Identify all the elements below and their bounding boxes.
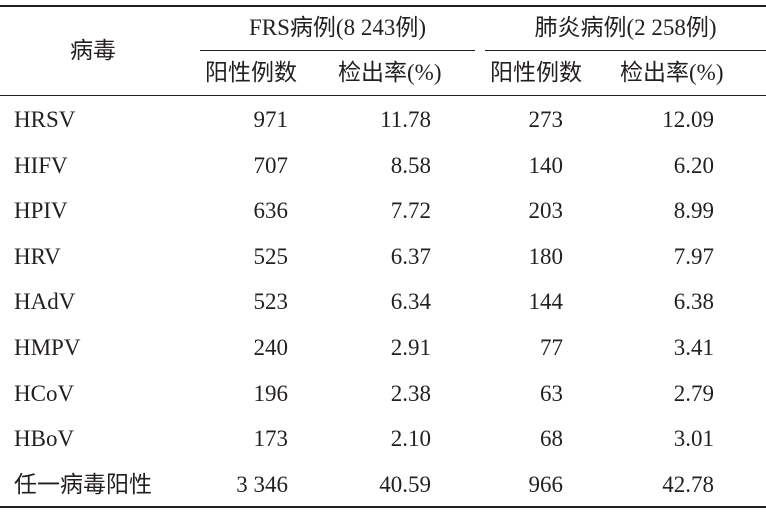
value-cell: 971 <box>253 107 289 132</box>
virus-name-cell: HCoV <box>14 380 75 406</box>
value-cell: 144 <box>528 289 564 315</box>
value-cell: 173 <box>253 426 289 452</box>
group-rule-pneumonia <box>485 50 766 51</box>
value-cell: 140 <box>528 152 564 178</box>
value-cell: 2.79 <box>673 380 714 406</box>
header-bottom-rule <box>0 95 766 96</box>
value-cell: 6.37 <box>390 243 431 269</box>
value-cell: 6.34 <box>390 289 431 315</box>
virus-name-cell: HRV <box>14 243 61 269</box>
virus-name-cell: HMPV <box>14 335 81 360</box>
value-cell: 42.78 <box>662 471 714 497</box>
value-cell: 240 <box>253 335 289 360</box>
value-cell: 7.97 <box>673 243 714 269</box>
value-cell: 11.78 <box>380 107 431 132</box>
value-cell: 77 <box>540 335 563 360</box>
value-cell: 68 <box>540 426 563 452</box>
value-cell: 966 <box>528 471 564 497</box>
value-cell: 6.20 <box>673 152 714 178</box>
value-cell: 6.38 <box>673 289 714 315</box>
virus-column-header: 病毒 <box>70 38 116 63</box>
virus-name-cell: HIFV <box>14 152 68 178</box>
value-cell: 63 <box>540 380 563 406</box>
value-cell: 636 <box>253 198 289 224</box>
value-cell: 2.10 <box>390 426 431 452</box>
value-cell: 3.41 <box>673 335 714 360</box>
value-cell: 12.09 <box>662 107 714 132</box>
value-cell: 8.99 <box>673 198 714 224</box>
col-header-pn-positive: 阳性例数 <box>490 60 582 85</box>
virus-name-cell: HAdV <box>14 289 76 315</box>
virus-name-cell: 任一病毒阳性 <box>14 471 152 497</box>
value-cell: 2.91 <box>390 335 431 360</box>
group-rule-frs <box>200 50 475 51</box>
value-cell: 196 <box>253 380 289 406</box>
value-cell: 2.38 <box>390 380 431 406</box>
group-header-frs: FRS病例(8 243例) <box>249 15 426 40</box>
value-cell: 8.58 <box>390 152 431 178</box>
virus-name-cell: HRSV <box>14 107 76 132</box>
col-header-pn-rate: 检出率(%) <box>620 60 724 85</box>
value-cell: 180 <box>528 243 564 269</box>
virus-name-cell: HBoV <box>14 426 75 452</box>
value-cell: 273 <box>528 107 564 132</box>
bottom-rule <box>0 506 766 508</box>
col-header-frs-rate: 检出率(%) <box>338 60 442 85</box>
value-cell: 707 <box>253 152 289 178</box>
group-header-pneumonia: 肺炎病例(2 258例) <box>534 15 717 40</box>
value-cell: 3.01 <box>673 426 714 452</box>
value-cell: 525 <box>253 243 289 269</box>
col-header-frs-positive: 阳性例数 <box>205 60 297 85</box>
value-cell: 3 346 <box>236 471 288 497</box>
top-rule <box>0 5 766 7</box>
value-cell: 40.59 <box>379 471 431 497</box>
value-cell: 7.72 <box>390 198 431 224</box>
value-cell: 523 <box>253 289 289 315</box>
value-cell: 203 <box>528 198 564 224</box>
virus-name-cell: HPIV <box>14 198 68 224</box>
